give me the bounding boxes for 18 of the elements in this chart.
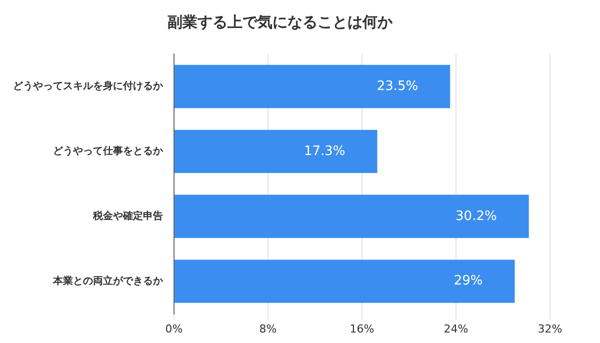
bar [174, 130, 378, 174]
bar [174, 194, 529, 238]
x-tick-label: 24% [444, 322, 468, 336]
x-tick-label: 32% [538, 322, 562, 336]
data-label: 29% [454, 274, 483, 289]
y-tick-label: 本業との両立ができるか [52, 274, 164, 287]
data-label: 23.5% [376, 78, 418, 94]
data-label: 30.2% [456, 208, 497, 224]
x-tick-label: 16% [350, 322, 374, 336]
bar [174, 64, 450, 108]
y-tick-label: どうやってスキルを身に付けるか [13, 80, 164, 92]
bar [174, 260, 515, 303]
y-tick-label: どうやって仕事をとるか [53, 145, 164, 158]
data-label: 17.3% [304, 144, 346, 159]
x-tick-label: 0% [165, 322, 183, 336]
x-tick-label: 8% [259, 322, 277, 336]
chart-title: 副業する上で気になることは何か [168, 12, 394, 31]
y-tick-label: 税金や確定申告 [92, 210, 163, 222]
